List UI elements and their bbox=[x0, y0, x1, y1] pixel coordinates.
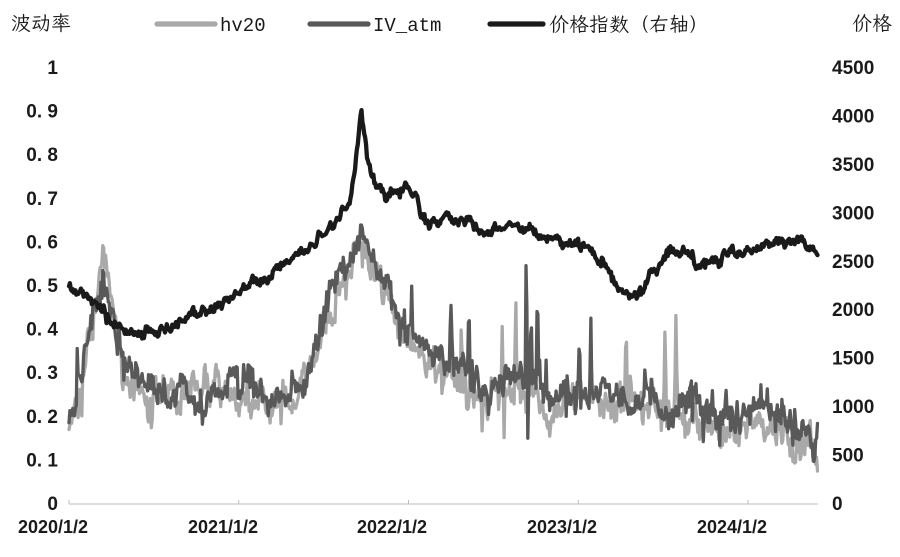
svg-text:0. 1: 0. 1 bbox=[26, 450, 58, 471]
svg-text:3000: 3000 bbox=[832, 203, 874, 224]
svg-text:价格: 价格 bbox=[852, 9, 892, 36]
svg-text:2500: 2500 bbox=[832, 252, 874, 273]
svg-text:2000: 2000 bbox=[832, 300, 874, 321]
svg-text:hv20: hv20 bbox=[220, 15, 266, 37]
svg-text:1500: 1500 bbox=[832, 349, 874, 370]
svg-text:2021/1/2: 2021/1/2 bbox=[188, 517, 258, 537]
svg-text:2024/1/2: 2024/1/2 bbox=[697, 517, 767, 537]
svg-text:2020/1/2: 2020/1/2 bbox=[18, 517, 88, 537]
svg-text:0. 8: 0. 8 bbox=[26, 145, 58, 166]
svg-text:0. 4: 0. 4 bbox=[26, 320, 58, 341]
svg-text:0. 2: 0. 2 bbox=[26, 407, 58, 428]
svg-text:2023/1/2: 2023/1/2 bbox=[527, 517, 597, 537]
svg-text:0. 6: 0. 6 bbox=[26, 232, 58, 253]
svg-text:0. 3: 0. 3 bbox=[26, 363, 58, 384]
svg-text:0. 9: 0. 9 bbox=[26, 102, 58, 123]
svg-text:0. 5: 0. 5 bbox=[26, 276, 58, 297]
svg-text:4500: 4500 bbox=[832, 58, 874, 79]
svg-text:4000: 4000 bbox=[832, 106, 874, 127]
svg-text:0. 7: 0. 7 bbox=[26, 189, 58, 210]
svg-text:波动率: 波动率 bbox=[11, 9, 71, 36]
svg-text:1: 1 bbox=[47, 58, 58, 79]
svg-text:0: 0 bbox=[47, 494, 58, 515]
svg-text:500: 500 bbox=[832, 446, 864, 467]
svg-text:2022/1/2: 2022/1/2 bbox=[357, 517, 427, 537]
svg-text:IV_atm: IV_atm bbox=[373, 15, 441, 37]
svg-text:1000: 1000 bbox=[832, 397, 874, 418]
svg-text:0: 0 bbox=[832, 494, 843, 515]
svg-text:价格指数（右轴）: 价格指数（右轴） bbox=[549, 10, 709, 37]
svg-text:3500: 3500 bbox=[832, 155, 874, 176]
